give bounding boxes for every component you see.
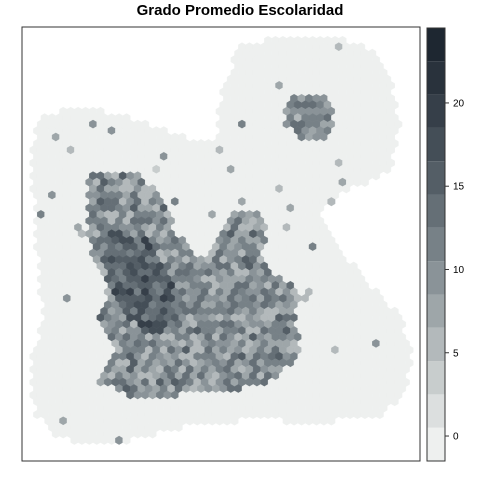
legend-swatch [427,28,445,61]
legend-swatch [427,428,445,461]
color-legend: 0 5 10 15 20 [427,28,465,461]
legend-swatch [427,361,445,394]
legend-swatch [427,294,445,327]
legend-swatch [427,394,445,427]
legend-swatch [427,61,445,94]
legend-swatch [427,228,445,261]
legend-tick-label: 5 [453,348,459,359]
legend-swatch [427,95,445,128]
legend-tick-label: 20 [453,98,465,109]
legend-tick-label: 15 [453,182,465,193]
legend-swatch [427,161,445,194]
legend-swatch [427,195,445,228]
legend-tick-label: 10 [453,265,465,276]
legend-swatch [427,261,445,294]
legend-swatch [427,328,445,361]
legend-tick-label: 0 [453,432,459,443]
legend-swatch [427,128,445,161]
